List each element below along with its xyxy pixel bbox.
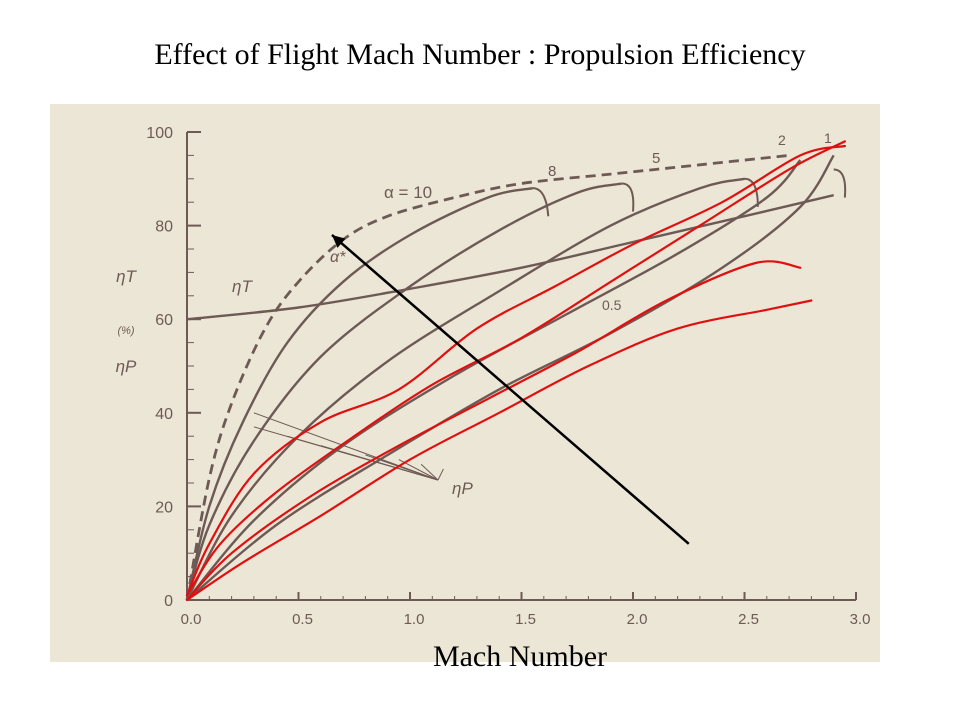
handdrawn-curve — [185, 144, 846, 597]
eta-p-leader-line — [437, 468, 444, 481]
annotation-alpha-8: 8 — [548, 163, 556, 180]
annotation-alpha-1: 1 — [824, 130, 832, 146]
scan-background — [50, 104, 880, 662]
handdrawn-curve — [185, 260, 802, 602]
y-tick-label: 60 — [155, 312, 173, 329]
curve-eta_t — [186, 194, 834, 321]
annotation-alpha-10: α = 10 — [384, 183, 432, 202]
axes: 0.0 0.5 1.0 1.5 2.0 2.5 3.0 0 20 40 60 80 100 ηT (%) ηP — [116, 125, 871, 628]
y-tick-label: 40 — [155, 406, 173, 423]
y-tick-label: 0 — [164, 593, 173, 610]
x-tick-label: 2.0 — [627, 611, 648, 628]
x-tick-label: 2.5 — [738, 611, 759, 628]
y-tick-label: 20 — [155, 499, 173, 516]
arrow-head — [331, 234, 346, 248]
y-tick-label: 100 — [146, 125, 173, 142]
curve-hook — [833, 168, 847, 198]
annotation-alpha-05: 0.5 — [602, 297, 622, 313]
slide-title: Effect of Flight Mach Number : Propulsio… — [154, 38, 806, 71]
arrow — [331, 234, 690, 545]
x-axis-label: Mach Number — [432, 640, 608, 673]
eta-p-leader-line — [253, 412, 439, 481]
eta-p-leader-line — [365, 454, 439, 481]
curve-alpha_8 — [185, 182, 623, 601]
handdrawn-curve — [185, 299, 813, 602]
x-tick-label: 0.5 — [292, 611, 313, 628]
annotation-alpha-star: α* — [330, 249, 346, 266]
curve-alpha_5 — [185, 177, 745, 601]
y-tick-label: 80 — [155, 219, 173, 236]
annotation-alpha-2: 2 — [778, 132, 786, 148]
handdrawn-curve — [185, 140, 846, 597]
x-tick-label: 1.0 — [404, 611, 425, 628]
curve-hook — [744, 177, 759, 207]
x-tick-label: 3.0 — [850, 611, 871, 628]
x-tick-label: 1.5 — [515, 611, 536, 628]
eta-p-leaders — [253, 412, 444, 481]
curve-alpha_1 — [186, 154, 835, 601]
eta-p-leader-line — [420, 463, 439, 481]
y-axis-side-label: ηP — [116, 357, 137, 376]
x-tick-label: 0.0 — [181, 611, 202, 628]
curve-alpha_10 — [185, 187, 533, 601]
annotation-alpha-5: 5 — [652, 150, 660, 167]
y-axis-side-label: ηT — [116, 267, 137, 286]
eta-p-leader-line — [320, 445, 439, 481]
annotation-eta-t: ηT — [232, 277, 253, 296]
annotation-eta-p: ηP — [452, 479, 473, 498]
y-axis-side-label: (%) — [117, 325, 134, 337]
curve-hook — [621, 182, 635, 212]
handdrawn-curves — [185, 140, 846, 602]
arrow-shaft — [331, 234, 690, 545]
curve-hook — [532, 187, 550, 217]
chart-labels: ηT ηP α* α = 10 8 5 2 1 0.5 — [232, 130, 832, 498]
